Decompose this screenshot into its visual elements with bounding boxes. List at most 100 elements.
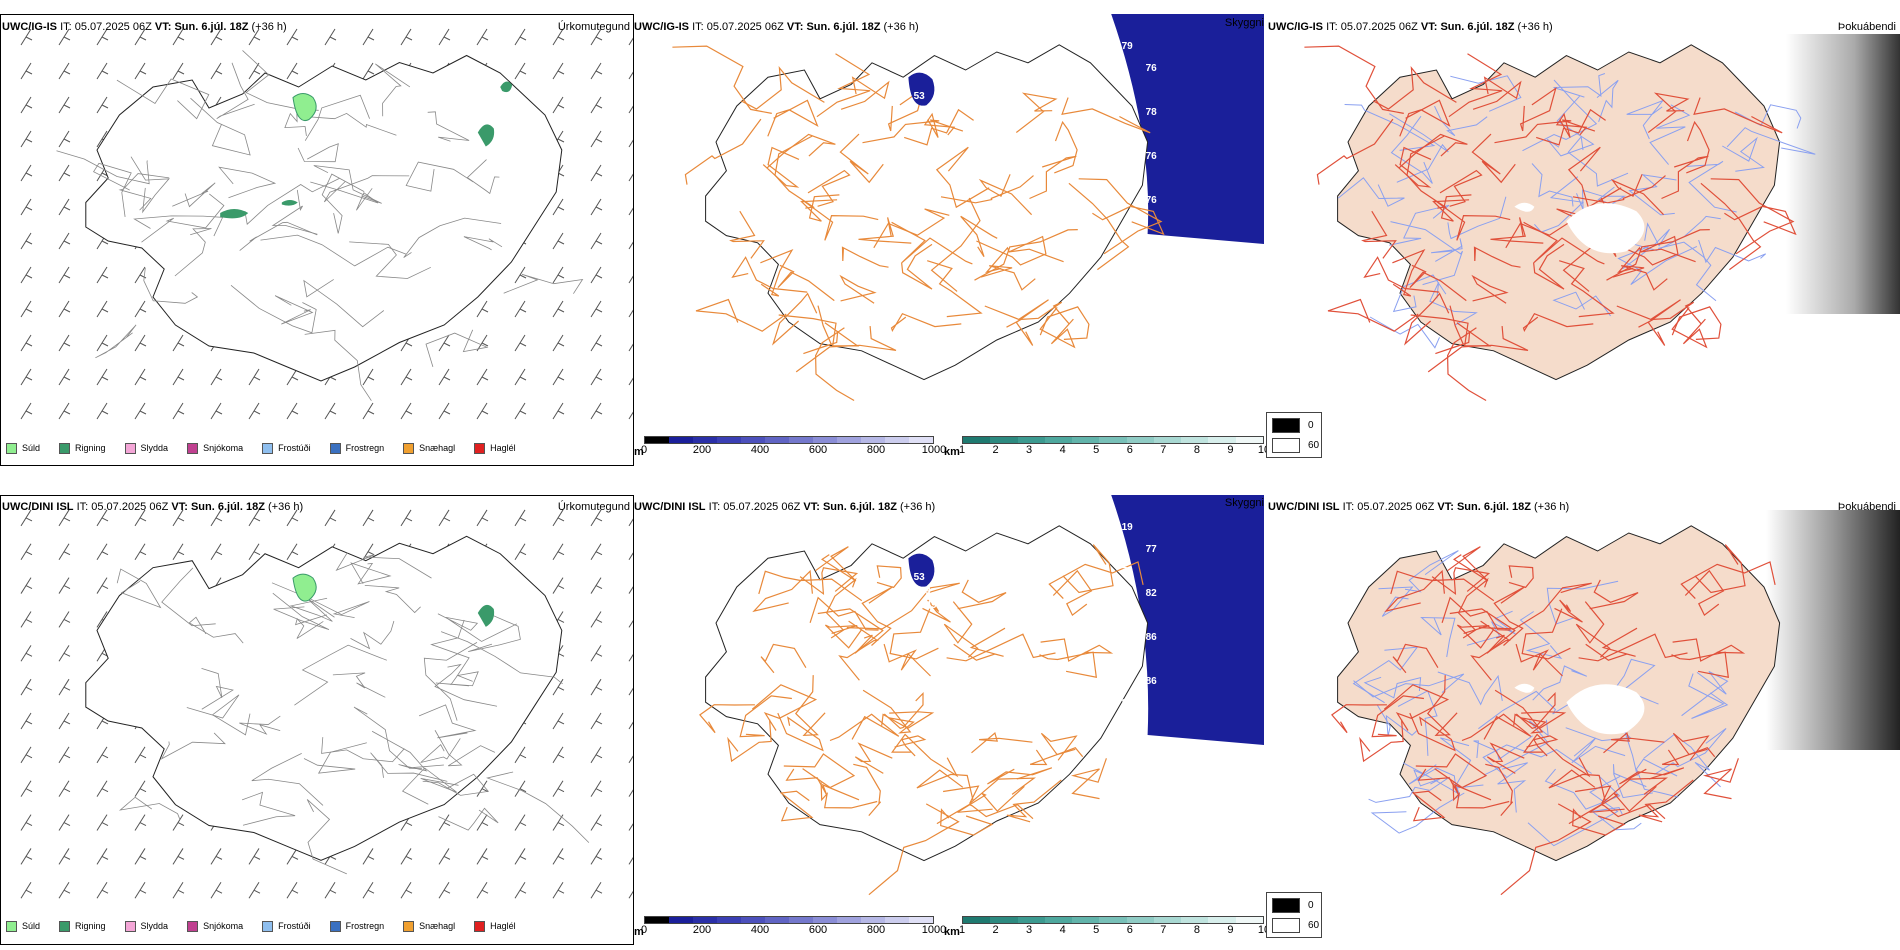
legend-label: Frostúði <box>278 921 311 931</box>
cloud-value-label: 78 <box>1146 107 1158 118</box>
fog-map-top <box>1304 34 1900 402</box>
fog-legend-row: 0 <box>1272 418 1314 433</box>
fog-legend-label: 0 <box>1308 900 1314 911</box>
cloud-value-label: 77 <box>1146 544 1158 555</box>
legend-item: Súld <box>0 920 41 932</box>
colorbar-tick: 7 <box>1160 924 1167 936</box>
it-label: IT: <box>692 21 704 33</box>
precip-title-bottom: Úrkomutegund <box>557 501 630 513</box>
cloud-panel-top: 79 76 83 78 84 76 78 76 53 41 <box>634 14 1264 434</box>
header-precip-top: UWC/IG-IS IT: 05.07.2025 06Z VT: Sun. 6.… <box>2 20 287 34</box>
vt-label: VT: <box>154 21 172 33</box>
m-unit-top: m <box>634 446 644 458</box>
cloud-value-label: 82 <box>1146 588 1158 599</box>
cloud-value-label: 86 <box>1146 676 1158 687</box>
it-label: IT: <box>60 21 72 33</box>
fog-legend-label: 0 <box>1308 420 1314 431</box>
colorbar-tick: 5 <box>1093 924 1100 936</box>
it-value: 05.07.2025 06Z <box>91 501 169 513</box>
it-value: 05.07.2025 06Z <box>1357 501 1435 513</box>
legend-swatch <box>262 442 274 454</box>
colorbar-tick: 0 <box>640 444 648 456</box>
terrain-value-label: 53 <box>914 572 926 583</box>
legend-item: Frostregn <box>324 920 384 932</box>
legend-item: Slydda <box>119 920 168 932</box>
km-unit-bottom: km <box>944 926 960 938</box>
legend-item: Frostregn <box>324 442 384 454</box>
lead-time: (+36 h) <box>1517 21 1553 33</box>
km-unit-top: km <box>944 446 960 458</box>
legend-label: Súld <box>22 921 41 931</box>
model-name: UWC/IG-IS <box>2 21 57 33</box>
cloud-map-bottom: 19 77 79 82 85 86 87 86 84 53 49 49 <box>699 495 1264 896</box>
precip-panel-bottom <box>0 495 634 945</box>
colorbar-tick: 3 <box>1026 924 1033 936</box>
fog-legend-label: 60 <box>1308 440 1320 451</box>
vt-label: VT: <box>171 501 188 513</box>
lead-time: (+36 h) <box>267 501 304 513</box>
colorbar-tick: 7 <box>1160 444 1167 456</box>
colorbar-tick: 4 <box>1059 924 1066 936</box>
cloud-value-label: 76 <box>1146 195 1158 206</box>
m-colorbar-top: 0 200 400 600 800 1000 <box>640 436 946 457</box>
precip-legend-top: Súld Rigning Slydda Snjókoma Frostúði Frostre… <box>0 440 632 456</box>
colorbar-tick: 1 <box>958 924 966 936</box>
precip-title-top: Úrkomutegund <box>557 21 630 33</box>
precip-map-bottom <box>20 509 633 899</box>
legend-swatch <box>474 442 486 454</box>
fog-legend-row: 60 <box>1272 918 1319 933</box>
legend-label: Snjókoma <box>203 921 244 931</box>
legend-label: Snæhagl <box>419 921 456 931</box>
colorbar-tick: 6 <box>1126 924 1133 936</box>
legend-swatch <box>329 442 341 454</box>
colorbar-tick: 2 <box>992 444 999 456</box>
it-value: 05.07.2025 06Z <box>723 501 801 513</box>
fog-legend-row: 60 <box>1272 438 1319 453</box>
legend-swatch <box>6 442 17 454</box>
colorbar-tick: 600 <box>808 444 828 456</box>
legend-item: Snjókoma <box>181 442 243 454</box>
legend-swatch <box>329 920 341 932</box>
cloud-title-top: Skyggni <box>1224 17 1264 29</box>
km-colorbar-top: 1 2 3 4 5 6 7 8 9 10 <box>959 436 1270 457</box>
legend-item: Frostúði <box>256 920 311 932</box>
colorbar-tick: 3 <box>1026 444 1033 456</box>
colorbar-tick: 400 <box>750 924 770 936</box>
cloud-value-label: 19 <box>1122 522 1134 533</box>
legend-swatch <box>474 920 486 932</box>
cloud-value-label: 79 <box>1122 566 1134 577</box>
fog-panel-bottom <box>1266 495 1900 915</box>
legend-swatch <box>6 920 17 932</box>
legend-item: Frostúði <box>256 442 311 454</box>
legend-swatch <box>187 920 199 932</box>
legend-item: Haglél <box>468 442 516 454</box>
colorbar-tick: 0 <box>640 924 648 936</box>
colorbar-tick: 800 <box>866 444 886 456</box>
legend-swatch <box>59 442 71 454</box>
legend-label: Haglél <box>490 443 516 453</box>
cloud-title-bottom: Skyggni <box>1224 497 1264 509</box>
vt-value: Sun. 6.júl. 18Z <box>806 21 881 33</box>
vt-value: Sun. 6.júl. 18Z <box>190 501 265 513</box>
fog-legend-row: 0 <box>1272 898 1314 913</box>
lead-time: (+36 h) <box>883 21 919 33</box>
colorbar-tick: 5 <box>1093 444 1100 456</box>
colorbar-tick: 9 <box>1227 924 1234 936</box>
legend-label: Rigning <box>75 443 106 453</box>
header-precip-bottom: UWC/DINI ISL IT: 05.07.2025 06Z VT: Sun.… <box>2 500 303 514</box>
legend-item: Haglél <box>468 920 516 932</box>
legend-label: Slydda <box>140 443 169 453</box>
cloud-value-label: 84 <box>1122 129 1134 140</box>
cloud-value-label: 86 <box>1146 632 1158 643</box>
legend-item: Súld <box>0 442 40 454</box>
header-fog-top: UWC/IG-IS IT: 05.07.2025 06Z VT: Sun. 6.… <box>1268 20 1553 34</box>
legend-item: Snjókoma <box>181 920 244 932</box>
colorbar-strip <box>644 916 934 924</box>
legend-label: Frostúði <box>278 443 311 453</box>
colorbar-strip <box>962 436 1264 444</box>
fog-legend-bottom: 0 60 <box>1266 892 1322 938</box>
colorbar-tick: 800 <box>866 924 886 936</box>
colorbar-tick: 8 <box>1193 924 1200 936</box>
vt-value: Sun. 6.júl. 18Z <box>1456 501 1531 513</box>
legend-label: Haglél <box>490 921 516 931</box>
